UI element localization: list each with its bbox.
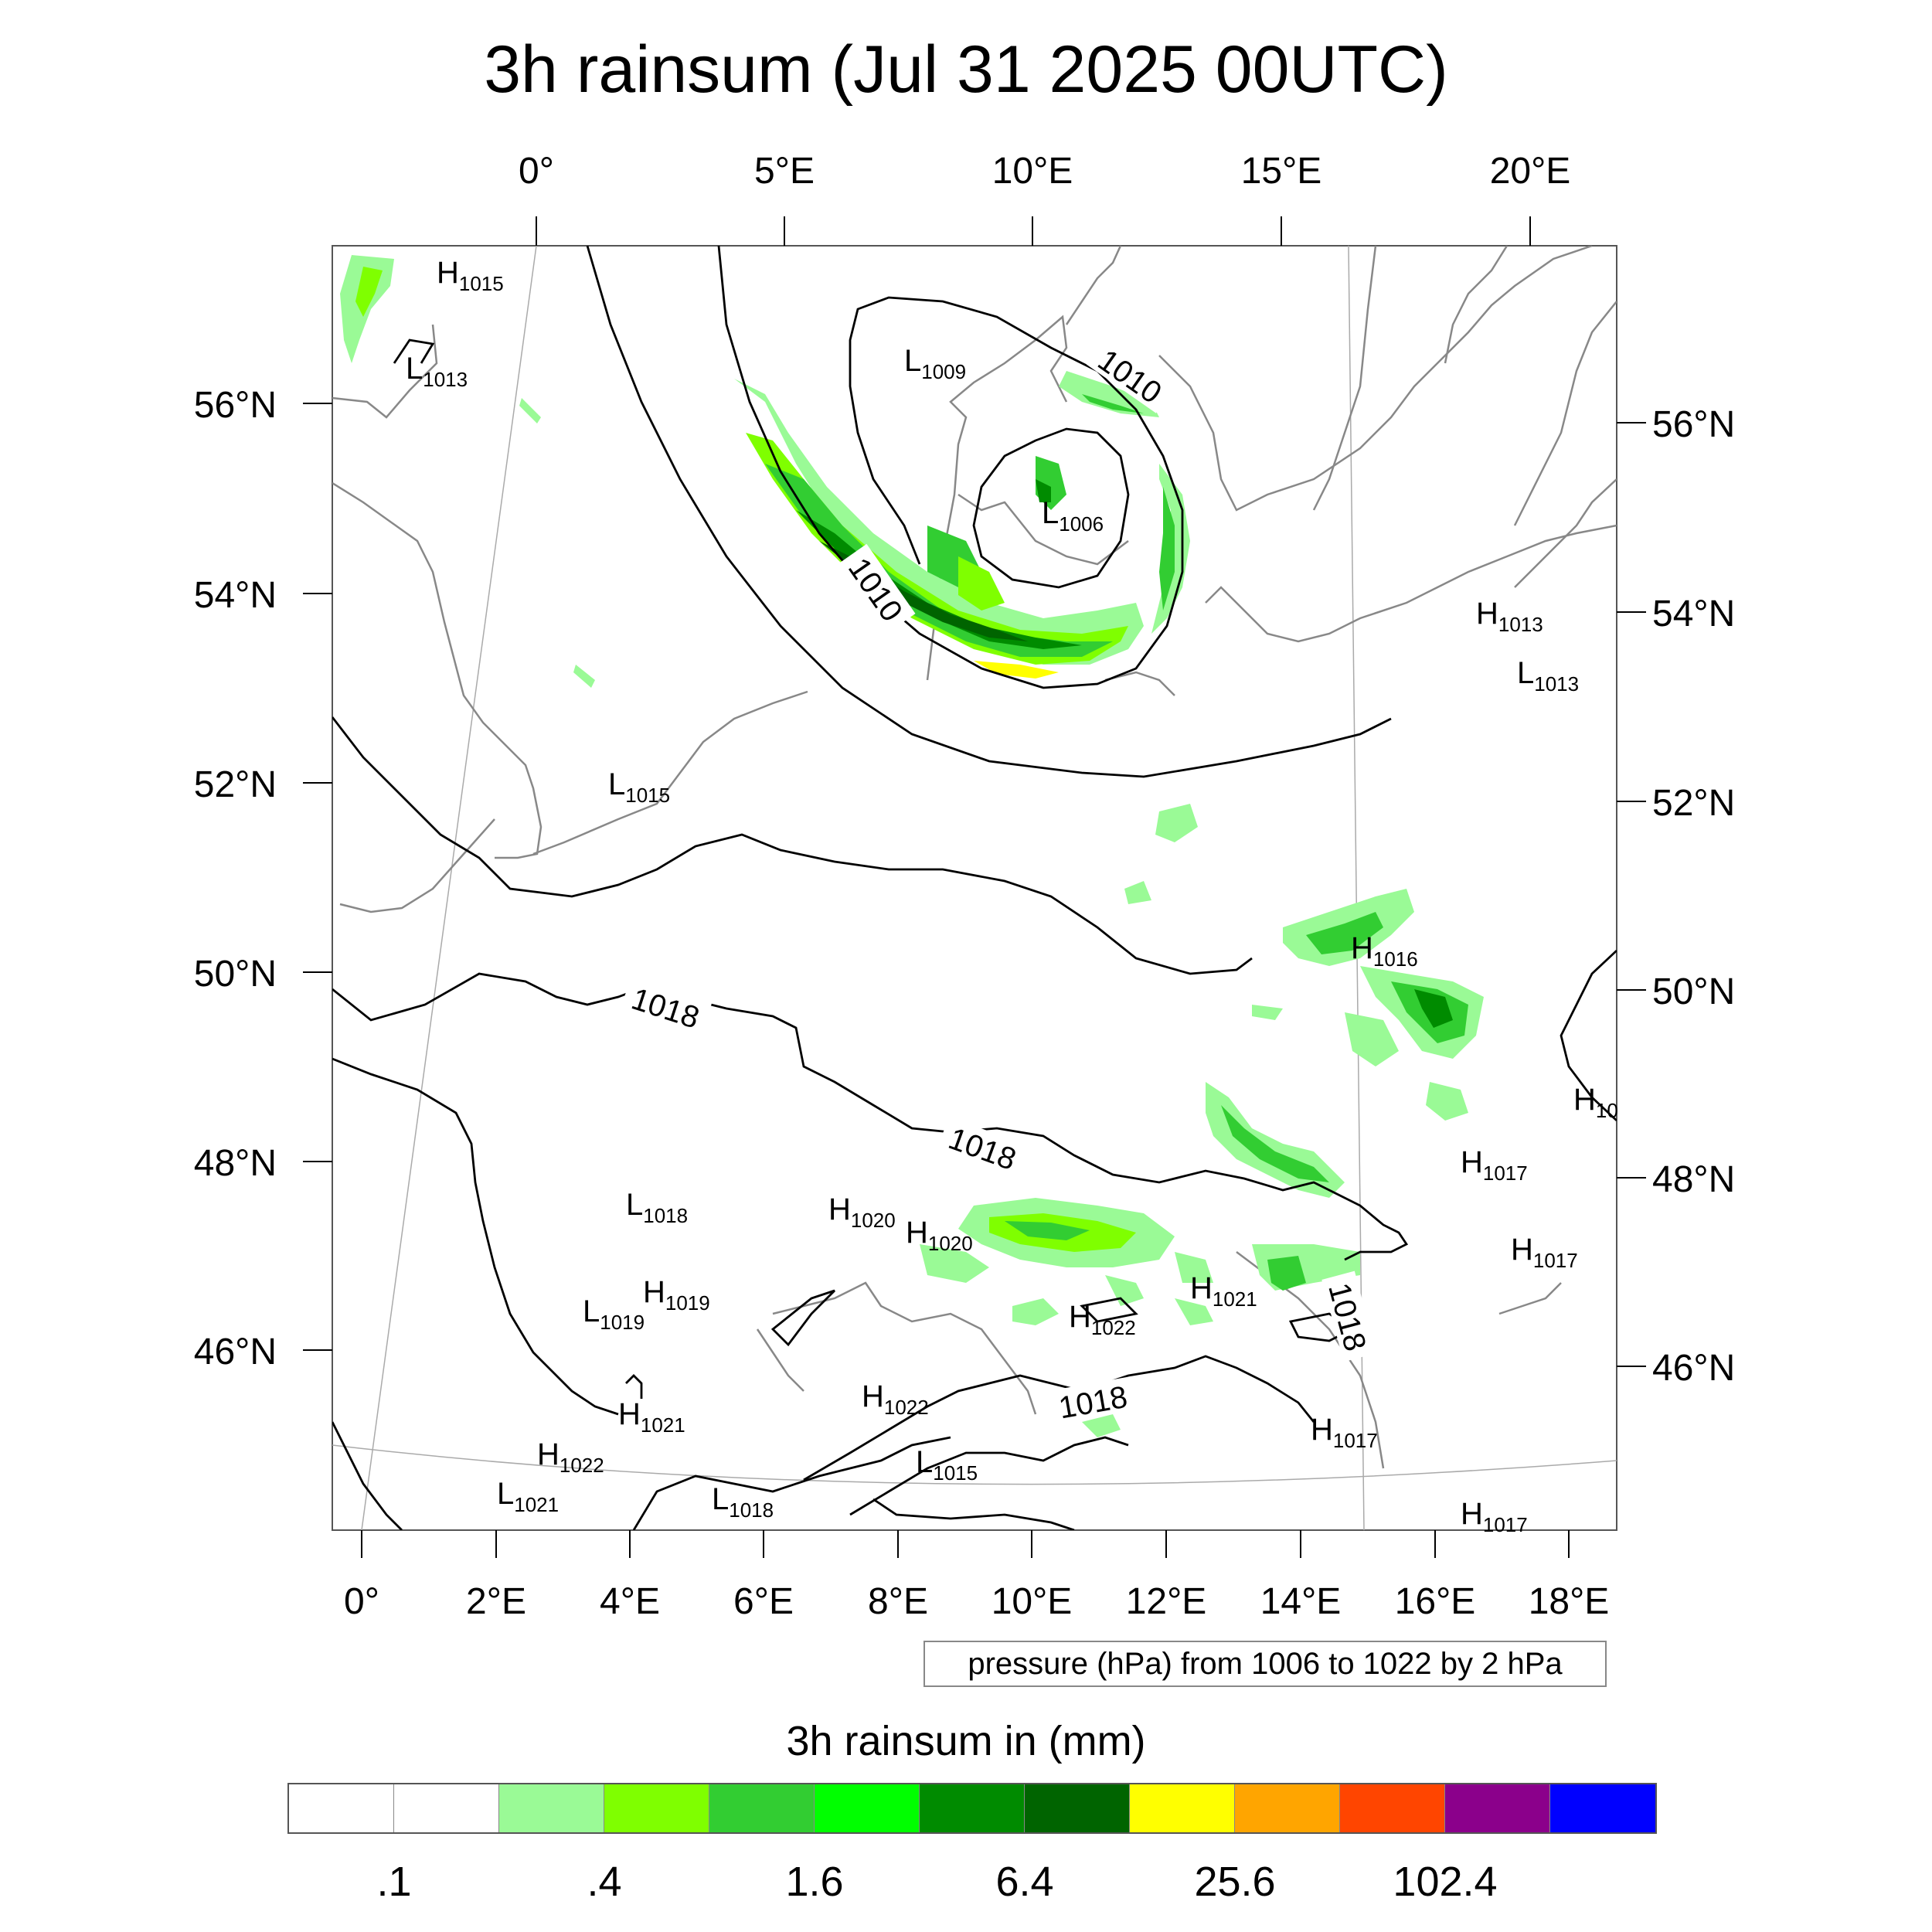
bottom-lon-label: 6°E (733, 1581, 794, 1622)
top-lon-label: 20°E (1490, 151, 1571, 192)
colorbar-label: 25.6 (1194, 1859, 1276, 1905)
colorbar-swatch (1340, 1784, 1445, 1832)
left-lat-label: 52°N (194, 764, 277, 805)
colorbar-swatch (920, 1784, 1025, 1832)
pressure-center: L1021 (497, 1477, 559, 1516)
colorbar-swatch (289, 1784, 394, 1832)
bottom-lon-label: 16°E (1395, 1581, 1476, 1622)
right-lat-label: 54°N (1652, 594, 1735, 634)
bottom-lon-label: 2°E (466, 1581, 526, 1622)
colorbar-label: 1.6 (785, 1859, 844, 1905)
bottom-lon-label: 8°E (868, 1581, 928, 1622)
right-lat-labels: 56°N 54°N 52°N 50°N 48°N 46°N (1652, 404, 1735, 1389)
pressure-center: H1017 (1461, 1145, 1528, 1185)
pressure-info-box: pressure (hPa) from 1006 to 1022 by 2 hP… (923, 1641, 1607, 1687)
colorbar-label: 6.4 (995, 1859, 1054, 1905)
left-lat-label: 46°N (194, 1332, 277, 1372)
pressure-center: L1006 (1042, 496, 1104, 536)
pressure-center: H1020 (906, 1216, 973, 1255)
colorbar-label: .4 (587, 1859, 622, 1905)
pressure-center: L1015 (916, 1445, 978, 1485)
colorbar-swatch (394, 1784, 499, 1832)
colorbar-label: .1 (376, 1859, 412, 1905)
bottom-lon-label: 4°E (600, 1581, 660, 1622)
map-frame (332, 245, 1617, 1531)
pressure-center: H1022 (1069, 1300, 1136, 1339)
top-lon-label: 0° (519, 151, 554, 192)
colorbar-swatch (815, 1784, 920, 1832)
pressure-center: H1019 (643, 1275, 710, 1315)
pressure-center: H1022 (862, 1379, 929, 1419)
left-lat-label: 56°N (194, 385, 277, 426)
pressure-center: H1020 (828, 1192, 896, 1232)
colorbar-swatch (709, 1784, 815, 1832)
right-lat-label: 50°N (1652, 971, 1735, 1012)
colorbar-swatch (1130, 1784, 1235, 1832)
top-lon-label: 10°E (992, 151, 1073, 192)
bottom-lon-label: 10°E (992, 1581, 1073, 1622)
top-lon-label: 5°E (754, 151, 815, 192)
colorbar-swatch (1025, 1784, 1130, 1832)
pressure-center: L1009 (904, 344, 966, 383)
bottom-lon-label: 12°E (1126, 1581, 1207, 1622)
pressure-center: H1017 (1311, 1413, 1378, 1452)
pressure-center: L1013 (1517, 656, 1579, 696)
colorbar (287, 1783, 1657, 1834)
bottom-lon-labels: 0° 2°E 4°E 6°E 8°E 10°E 12°E 14°E 16°E 1… (344, 1581, 1609, 1622)
pressure-center: H1017 (1461, 1497, 1528, 1536)
top-lon-labels: 0° 5°E 10°E 15°E 20°E (519, 151, 1570, 192)
left-lat-labels: 56°N 54°N 52°N 50°N 48°N 46°N (194, 385, 277, 1372)
pressure-centers: H1015 L1013 L1009 L1006 H1013 L1013 L101… (406, 256, 1618, 1536)
colorbar-swatch (1445, 1784, 1550, 1832)
isobar-labels: 1010 1010 1018 1018 1018 1018 (620, 336, 1377, 1425)
colorbar-title: 3h rainsum in (mm) (786, 1718, 1146, 1764)
pressure-center: L1018 (712, 1482, 774, 1522)
top-ticks (536, 216, 1531, 246)
bottom-lon-label: 18°E (1529, 1581, 1610, 1622)
pressure-center: H1016 (1351, 931, 1418, 971)
pressure-center: H1022 (537, 1437, 604, 1477)
pressure-center: H1021 (1190, 1271, 1257, 1311)
bottom-lon-label: 0° (344, 1581, 379, 1622)
right-lat-label: 48°N (1652, 1159, 1735, 1200)
pressure-center: H1015 (437, 256, 504, 295)
pressure-center: L1018 (626, 1188, 688, 1227)
right-ticks (1617, 422, 1646, 1367)
pressure-center: L1015 (608, 767, 670, 807)
pressure-center: H10 (1573, 1083, 1618, 1122)
colorbar-swatch (1235, 1784, 1340, 1832)
pressure-center: H1017 (1511, 1233, 1578, 1272)
colorbar-swatch (1550, 1784, 1655, 1832)
pressure-center: L1013 (406, 352, 468, 391)
pressure-center: L1019 (583, 1294, 645, 1334)
bottom-lon-label: 14°E (1260, 1581, 1342, 1622)
left-lat-label: 54°N (194, 575, 277, 616)
colorbar-label: 102.4 (1393, 1859, 1498, 1905)
left-lat-label: 48°N (194, 1143, 277, 1184)
top-lon-label: 15°E (1241, 151, 1322, 192)
right-lat-label: 46°N (1652, 1348, 1735, 1389)
colorbar-swatch (604, 1784, 709, 1832)
left-ticks (303, 403, 332, 1351)
left-lat-label: 50°N (194, 954, 277, 995)
pressure-center: H1013 (1476, 597, 1543, 636)
colorbar-swatch (499, 1784, 604, 1832)
chart-title: 3h rainsum (Jul 31 2025 00UTC) (484, 32, 1448, 107)
bottom-ticks (361, 1530, 1570, 1558)
right-lat-label: 52°N (1652, 783, 1735, 824)
rain-fields (340, 255, 1484, 1437)
right-lat-label: 56°N (1652, 404, 1735, 445)
pressure-center: H1021 (618, 1397, 685, 1437)
